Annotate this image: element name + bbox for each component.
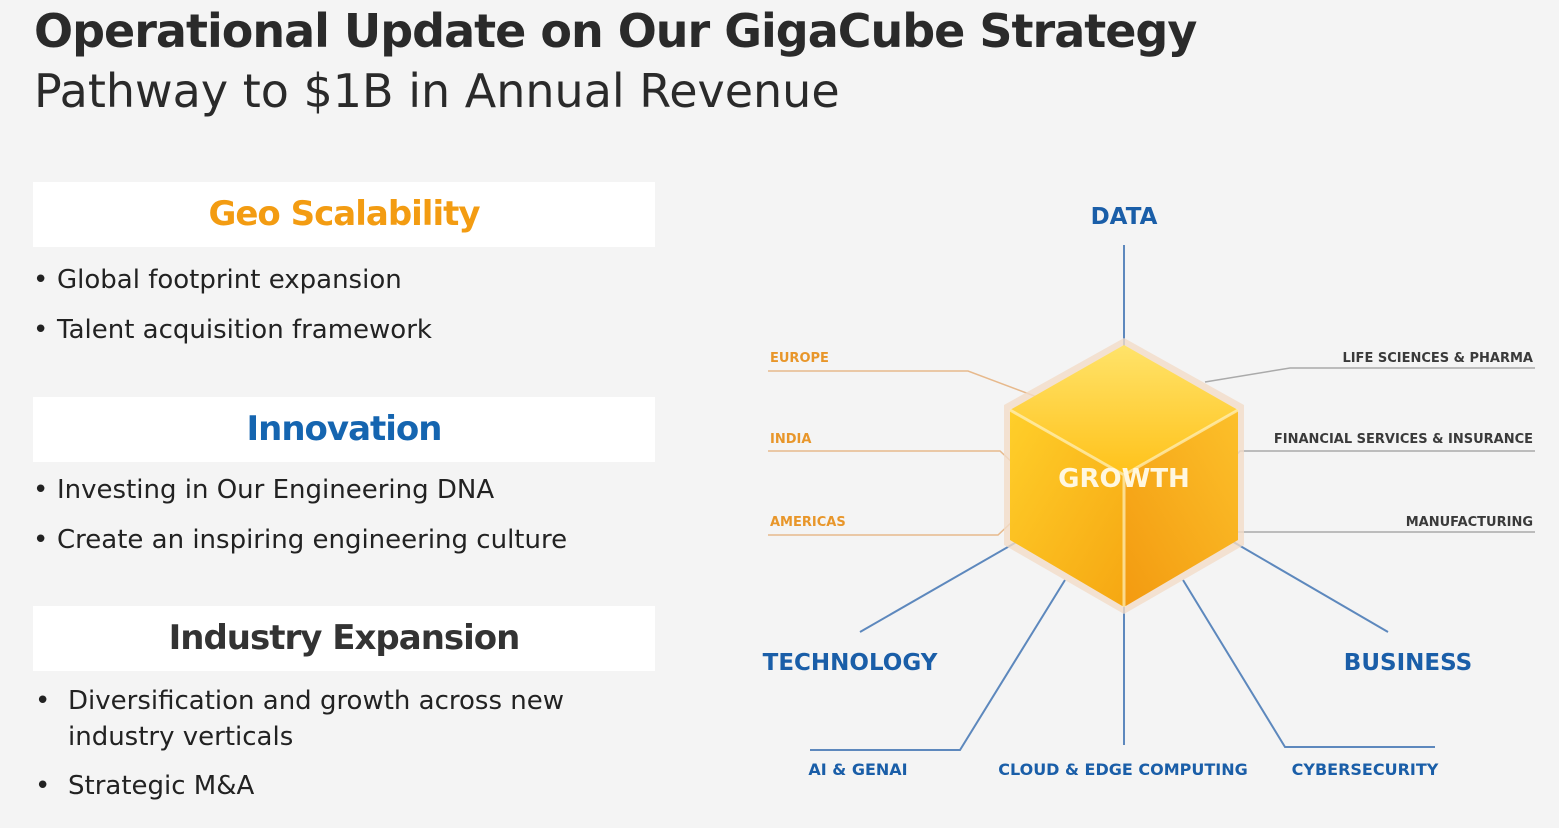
section-title: Geo Scalability (33, 182, 655, 247)
region-label: AMERICAS (770, 515, 846, 530)
bullet: Create an inspiring engineering culture (33, 522, 617, 558)
industry-label: MANUFACTURING (1406, 515, 1533, 530)
bullet: Diversification and growth across new in… (35, 683, 588, 755)
title: Operational Update on Our GigaCube Strat… (34, 4, 1197, 58)
subtitle: Pathway to $1B in Annual Revenue (34, 64, 840, 118)
section-title: Industry Expansion (33, 606, 655, 671)
cube (1004, 338, 1244, 614)
center-label: GROWTH (1058, 464, 1190, 494)
region-label: INDIA (770, 432, 811, 447)
axis-label: DATA (1091, 204, 1158, 230)
tech-label: CYBERSECURITY (1292, 760, 1439, 779)
bullet: Talent acquisition framework (33, 312, 617, 348)
axis-label: BUSINESS (1344, 650, 1472, 676)
bullet: Global footprint expansion (33, 262, 617, 298)
tech-label: CLOUD & EDGE COMPUTING (998, 760, 1248, 779)
section-title: Innovation (33, 397, 655, 462)
axis-label: TECHNOLOGY (763, 650, 938, 676)
tech-label: AI & GENAI (808, 760, 907, 779)
industry-label: FINANCIAL SERVICES & INSURANCE (1274, 432, 1533, 447)
region-label: EUROPE (770, 351, 829, 366)
bullet: Strategic M&A (35, 768, 628, 804)
industry-label: LIFE SCIENCES & PHARMA (1342, 351, 1533, 366)
bullet: Investing in Our Engineering DNA (33, 472, 617, 508)
